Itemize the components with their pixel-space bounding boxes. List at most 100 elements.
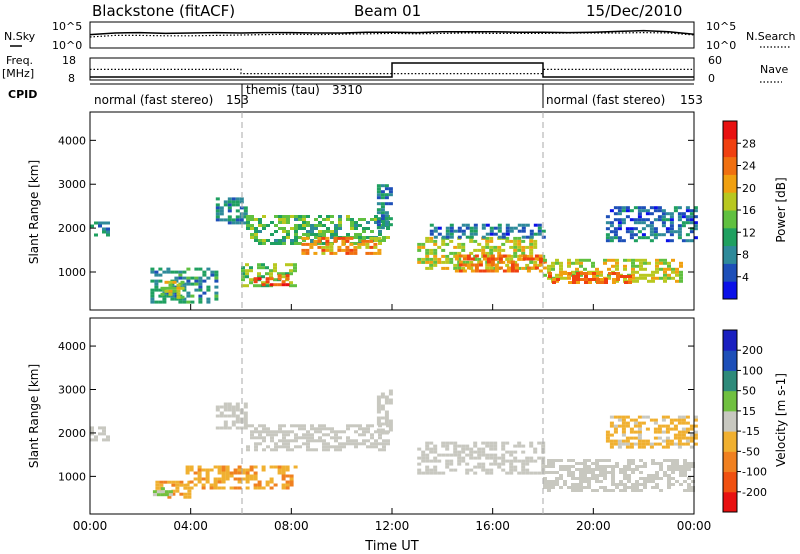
velocity-echo-cell	[417, 447, 422, 451]
velocity-echo-cell	[209, 486, 214, 490]
velocity-echo-cell	[266, 433, 270, 437]
power-echo-cell	[321, 251, 326, 255]
power-echo-cell	[607, 258, 611, 262]
velocity-echo-cell	[285, 474, 290, 478]
power-echo-cell	[214, 270, 219, 274]
power-echo-cell	[689, 212, 694, 216]
velocity-echo-cell	[587, 480, 591, 483]
power-echo-cell	[270, 233, 274, 236]
velocity-echo-cell	[245, 486, 250, 490]
plot-title: Blackstone (fitACF)	[92, 2, 235, 20]
power-echo-cell	[655, 276, 659, 280]
velocity-colorbar-swatch	[723, 370, 737, 392]
power-echo-cell	[521, 266, 526, 270]
velocity-echo-cell	[659, 489, 663, 492]
velocity-echo-cell	[681, 421, 686, 425]
velocity-echo-cell	[639, 477, 643, 480]
power-echo-cell	[474, 266, 479, 270]
power-echo-cell	[465, 223, 470, 227]
velocity-echo-cell	[388, 398, 393, 402]
velocity-echo-cell	[623, 483, 627, 486]
power-echo-cell	[617, 212, 622, 216]
velocity-echo-cell	[374, 442, 378, 446]
velocity-echo-cell	[681, 442, 686, 446]
power-echo-cell	[231, 197, 236, 201]
power-echo-cell	[215, 212, 220, 216]
velocity-ylabel: Slant Range [km]	[27, 364, 41, 468]
velocity-echo-cell	[547, 483, 551, 486]
power-echo-cell	[206, 297, 211, 301]
power-echo-cell	[254, 227, 258, 230]
power-echo-cell	[227, 197, 232, 201]
velocity-echo-cell	[547, 489, 551, 492]
power-echo-cell	[266, 239, 270, 242]
power-echo-cell	[265, 277, 270, 281]
velocity-echo-cell	[543, 471, 547, 474]
power-echo-cell	[669, 212, 674, 216]
power-echo-cell	[669, 218, 674, 222]
velocity-echo-cell	[449, 441, 454, 445]
power-echo-cell	[206, 300, 211, 304]
power-colorbar-tick-label: 20	[742, 182, 756, 195]
power-echo-cell	[498, 266, 503, 270]
power-echo-cell	[366, 236, 370, 239]
power-echo-cell	[498, 254, 503, 258]
power-echo-cell	[635, 276, 639, 280]
power-echo-cell	[473, 229, 478, 233]
power-echo-cell	[621, 209, 626, 213]
power-echo-cell	[689, 221, 694, 225]
velocity-echo-cell	[469, 468, 474, 472]
power-echo-cell	[239, 197, 244, 201]
power-colorbar-swatch	[723, 156, 737, 175]
power-echo-cell	[521, 223, 526, 227]
power-echo-cell	[679, 270, 683, 274]
velocity-echo-cell	[380, 428, 385, 432]
velocity-echo-cell	[625, 436, 630, 440]
power-echo-cell	[537, 226, 542, 230]
power-echo-cell	[592, 278, 596, 281]
power-echo-cell	[588, 272, 592, 275]
velocity-echo-cell	[513, 465, 518, 469]
power-echo-cell	[286, 218, 290, 221]
velocity-echo-cell	[370, 424, 374, 428]
velocity-echo-cell	[384, 422, 389, 426]
velocity-echo-cell	[551, 462, 555, 465]
velocity-echo-cell	[281, 465, 286, 469]
velocity-echo-cell	[687, 465, 691, 468]
power-echo-cell	[365, 251, 370, 255]
velocity-echo-cell	[227, 408, 232, 412]
velocity-echo-cell	[254, 442, 258, 446]
velocity-echo-cell	[225, 474, 230, 478]
power-echo-cell	[269, 272, 273, 276]
velocity-echo-cell	[318, 436, 322, 440]
power-echo-cell	[374, 239, 378, 242]
power-echo-cell	[176, 292, 181, 296]
velocity-echo-cell	[338, 430, 342, 434]
velocity-echo-cell	[559, 477, 563, 480]
velocity-echo-cell	[677, 433, 682, 437]
power-echo-cell	[337, 248, 342, 252]
power-echo-cell	[613, 218, 618, 222]
velocity-echo-cell	[441, 444, 446, 448]
velocity-echo-cell	[163, 480, 168, 484]
power-echo-cell	[366, 227, 370, 230]
velocity-echo-cell	[388, 419, 393, 423]
velocity-echo-cell	[152, 490, 157, 494]
velocity-echo-cell	[525, 456, 530, 460]
power-echo-cell	[530, 266, 535, 270]
velocity-echo-cell	[425, 456, 430, 460]
power-echo-cell	[552, 281, 556, 284]
power-echo-cell	[362, 218, 366, 221]
power-echo-cell	[194, 267, 199, 271]
velocity-echo-cell	[591, 471, 595, 474]
power-echo-cell	[190, 294, 195, 298]
power-echo-cell	[278, 239, 282, 242]
velocity-echo-cell	[215, 408, 220, 412]
velocity-echo-cell	[657, 430, 662, 434]
power-echo-cell	[341, 242, 346, 246]
power-echo-cell	[679, 273, 683, 277]
power-echo-cell	[591, 264, 595, 268]
velocity-echo-cell	[629, 418, 634, 422]
velocity-echo-cell	[429, 441, 434, 445]
power-echo-cell	[457, 226, 462, 230]
